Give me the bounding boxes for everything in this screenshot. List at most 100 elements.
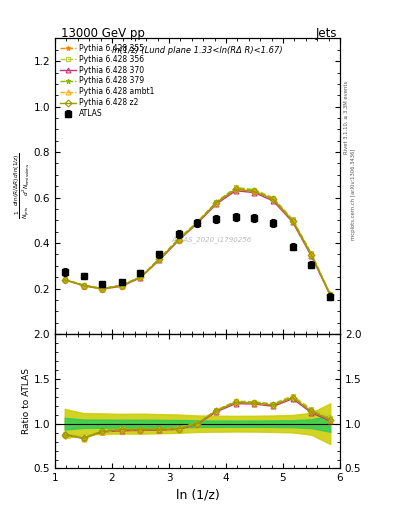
Pythia 6.428 379 [81,282,86,288]
Pythia 6.428 ambt1 [119,283,124,289]
Pythia 6.428 ambt1 [62,277,67,283]
Pythia 6.428 356 [233,184,238,190]
Line: Pythia 6.428 ambt1: Pythia 6.428 ambt1 [62,186,333,297]
Pythia 6.428 355 [176,237,181,243]
Pythia 6.428 ambt1 [157,257,162,263]
Pythia 6.428 z2 [271,197,275,203]
Pythia 6.428 z2 [157,257,162,263]
Pythia 6.428 379 [138,274,143,280]
Pythia 6.428 356 [290,216,295,222]
Pythia 6.428 370 [81,283,86,289]
Pythia 6.428 356 [176,236,181,242]
Pythia 6.428 z2 [100,286,105,292]
Pythia 6.428 z2 [290,218,295,224]
Pythia 6.428 356 [309,250,314,257]
Pythia 6.428 370 [309,253,314,260]
Pythia 6.428 379 [100,286,105,292]
Text: Jets: Jets [316,27,337,39]
Pythia 6.428 ambt1 [328,292,332,298]
Pythia 6.428 ambt1 [138,274,143,280]
Pythia 6.428 356 [81,282,86,288]
Pythia 6.428 z2 [214,200,219,206]
Text: Rivet 3.1.10, ≥ 3.3M events: Rivet 3.1.10, ≥ 3.3M events [344,81,349,155]
Pythia 6.428 355 [100,286,105,292]
Pythia 6.428 ambt1 [290,218,295,224]
Pythia 6.428 z2 [119,283,124,289]
Pythia 6.428 355 [119,282,124,288]
Pythia 6.428 ambt1 [195,220,200,226]
Pythia 6.428 370 [157,257,162,263]
Line: Pythia 6.428 356: Pythia 6.428 356 [62,185,333,297]
Pythia 6.428 370 [62,276,67,283]
Pythia 6.428 355 [81,282,86,288]
Pythia 6.428 370 [176,237,181,243]
Pythia 6.428 ambt1 [252,188,257,195]
Pythia 6.428 379 [119,282,124,288]
Pythia 6.428 356 [214,199,219,205]
Pythia 6.428 370 [138,274,143,281]
Text: ATLAS_2020_I1790256: ATLAS_2020_I1790256 [172,236,252,243]
Pythia 6.428 379 [309,251,314,258]
Pythia 6.428 379 [290,217,295,223]
Line: Pythia 6.428 z2: Pythia 6.428 z2 [62,187,333,297]
Pythia 6.428 ambt1 [100,286,105,292]
Pythia 6.428 355 [271,196,275,202]
Pythia 6.428 356 [138,274,143,280]
Pythia 6.428 370 [252,189,257,196]
Line: Pythia 6.428 355: Pythia 6.428 355 [62,186,333,297]
Pythia 6.428 z2 [252,188,257,195]
Pythia 6.428 ambt1 [214,200,219,206]
X-axis label: ln (1/z): ln (1/z) [176,489,219,502]
Pythia 6.428 z2 [81,283,86,289]
Pythia 6.428 370 [195,220,200,226]
Pythia 6.428 379 [62,276,67,283]
Pythia 6.428 356 [100,286,105,292]
Pythia 6.428 379 [214,199,219,205]
Pythia 6.428 355 [157,256,162,262]
Pythia 6.428 355 [309,251,314,258]
Pythia 6.428 370 [100,286,105,292]
Pythia 6.428 379 [157,255,162,262]
Pythia 6.428 ambt1 [233,186,238,192]
Pythia 6.428 379 [271,196,275,202]
Pythia 6.428 356 [328,291,332,297]
Text: 13000 GeV pp: 13000 GeV pp [61,27,145,39]
Text: mcplots.cern.ch [arXiv:1306.3436]: mcplots.cern.ch [arXiv:1306.3436] [351,149,356,240]
Pythia 6.428 379 [176,236,181,242]
Pythia 6.428 370 [214,201,219,207]
Pythia 6.428 z2 [62,277,67,283]
Pythia 6.428 ambt1 [81,283,86,289]
Pythia 6.428 370 [290,219,295,225]
Pythia 6.428 370 [233,188,238,194]
Pythia 6.428 z2 [195,220,200,226]
Pythia 6.428 ambt1 [271,197,275,203]
Pythia 6.428 379 [195,219,200,225]
Pythia 6.428 ambt1 [309,252,314,258]
Pythia 6.428 355 [195,220,200,226]
Pythia 6.428 370 [271,198,275,204]
Pythia 6.428 379 [252,187,257,194]
Pythia 6.428 355 [62,276,67,283]
Pythia 6.428 356 [62,276,67,283]
Pythia 6.428 379 [233,185,238,191]
Pythia 6.428 z2 [328,292,332,298]
Pythia 6.428 355 [290,217,295,223]
Pythia 6.428 379 [328,292,332,298]
Legend: Pythia 6.428 355, Pythia 6.428 356, Pythia 6.428 370, Pythia 6.428 379, Pythia 6: Pythia 6.428 355, Pythia 6.428 356, Pyth… [57,40,157,121]
Pythia 6.428 356 [252,186,257,193]
Pythia 6.428 356 [157,256,162,262]
Pythia 6.428 356 [271,195,275,201]
Pythia 6.428 355 [138,274,143,280]
Pythia 6.428 356 [119,282,124,288]
Pythia 6.428 ambt1 [176,237,181,243]
Pythia 6.428 z2 [138,274,143,280]
Pythia 6.428 355 [233,185,238,191]
Pythia 6.428 356 [195,219,200,225]
Pythia 6.428 355 [328,291,332,297]
Y-axis label: Ratio to ATLAS: Ratio to ATLAS [22,368,31,434]
Line: Pythia 6.428 379: Pythia 6.428 379 [62,186,333,297]
Pythia 6.428 355 [214,199,219,205]
Pythia 6.428 370 [328,292,332,298]
Pythia 6.428 355 [252,188,257,194]
Pythia 6.428 z2 [176,237,181,243]
